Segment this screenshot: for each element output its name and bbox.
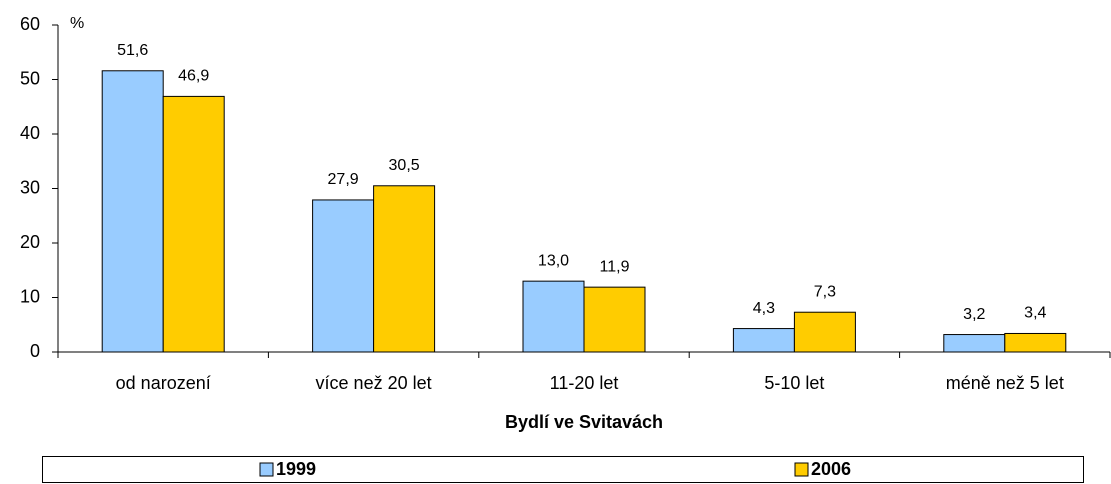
legend-swatch [259,462,274,477]
value-label: 51,6 [117,42,148,59]
x-tick-label: méně než 5 let [946,373,1064,393]
value-label: 27,9 [328,171,359,188]
x-tick-label: více než 20 let [316,373,432,393]
x-tick-label: 5-10 let [764,373,824,393]
y-tick-label: 40 [20,123,40,143]
value-label: 11,9 [600,258,630,275]
bar [943,334,1006,353]
legend-swatch [794,462,809,477]
legend-label: 1999 [276,459,316,479]
value-label: 30,5 [389,157,420,174]
bar [312,199,375,353]
bar [162,95,225,353]
x-tick-label: od narození [116,373,211,393]
bar [373,185,436,353]
value-label: 7,3 [814,283,836,300]
y-axis-label: % [70,15,84,32]
bar [101,70,164,353]
value-label: 3,4 [1024,305,1046,322]
y-tick-label: 0 [30,341,40,361]
value-label: 46,9 [178,68,209,85]
bar [583,286,646,353]
bar [522,280,585,353]
x-axis-title: Bydlí ve Svitavách [505,412,663,432]
value-label: 13,0 [538,252,569,269]
value-label: 3,2 [963,306,985,323]
y-tick-label: 10 [20,286,40,306]
y-tick-label: 60 [20,14,40,34]
x-tick-label: 11-20 let [550,373,619,393]
y-tick-label: 30 [20,177,40,197]
value-label: 4,3 [753,300,775,317]
bar [1004,332,1067,353]
legend-box [42,456,1084,483]
legend-label: 2006 [811,459,851,479]
y-tick-label: 20 [20,232,40,252]
bar [793,311,856,353]
y-tick-label: 50 [20,68,40,88]
bar [732,328,795,353]
